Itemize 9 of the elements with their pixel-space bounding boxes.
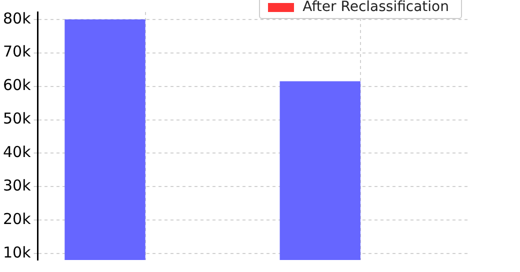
y-tick-label: 80k [2, 9, 32, 28]
y-tick-label: 50k [2, 110, 32, 128]
legend-label: After Reclassification [302, 0, 449, 15]
y-tick-label: 20k [2, 210, 32, 228]
y-tick-label: 60k [2, 76, 32, 94]
y-tick-label: 70k [2, 42, 32, 61]
y-tick-label: 10k [2, 244, 32, 262]
y-tick-label: 40k [2, 143, 32, 162]
y-tick-label: 30k [2, 176, 32, 195]
